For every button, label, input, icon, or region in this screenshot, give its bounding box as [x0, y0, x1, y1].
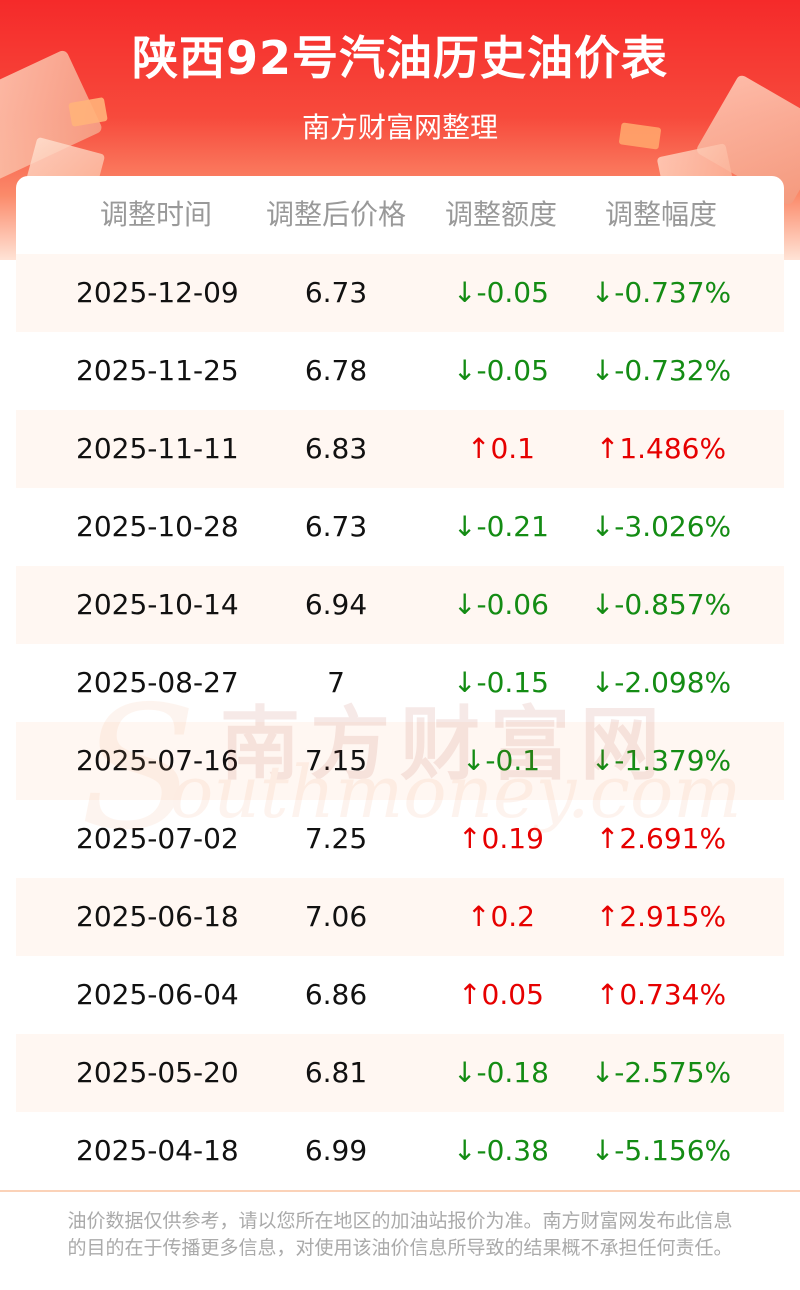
cell-amount: ↓-0.06 — [453, 588, 549, 621]
table-row: 2025-08-27 7 ↓-0.15 ↓-2.098% — [16, 644, 784, 722]
cell-date: 2025-07-16 — [76, 744, 239, 777]
cell-amount: ↑0.19 — [458, 822, 544, 855]
cell-percent: ↑0.734% — [595, 978, 727, 1011]
cell-date: 2025-06-04 — [76, 978, 239, 1011]
cell-amount: ↑0.2 — [467, 900, 535, 933]
cell-date: 2025-11-11 — [76, 432, 239, 465]
cell-price: 7.06 — [304, 900, 368, 933]
cell-percent: ↑1.486% — [595, 432, 727, 465]
table-row: 2025-11-11 6.83 ↑0.1 ↑1.486% — [16, 410, 784, 488]
cell-price: 7.25 — [304, 822, 368, 855]
table-row: 2025-11-25 6.78 ↓-0.05 ↓-0.732% — [16, 332, 784, 410]
table-row: 2025-05-20 6.81 ↓-0.18 ↓-2.575% — [16, 1034, 784, 1112]
cell-amount: ↓-0.38 — [453, 1134, 549, 1167]
cell-percent: ↓-0.857% — [590, 588, 732, 621]
cell-date: 2025-06-18 — [76, 900, 239, 933]
column-header-amount: 调整额度 — [444, 198, 557, 231]
cell-price: 7 — [327, 666, 345, 699]
page-title: 陕西92号汽油历史油价表 — [131, 31, 668, 85]
footer-divider — [0, 1190, 800, 1192]
cell-date: 2025-05-20 — [76, 1056, 239, 1089]
cell-date: 2025-11-25 — [76, 354, 239, 387]
table-row: 2025-12-09 6.73 ↓-0.05 ↓-0.737% — [16, 254, 784, 332]
cell-amount: ↓-0.18 — [453, 1056, 549, 1089]
cell-percent: ↓-1.379% — [590, 744, 732, 777]
cell-percent: ↑2.915% — [595, 900, 727, 933]
cell-amount: ↓-0.05 — [453, 276, 549, 309]
cell-amount: ↑0.05 — [458, 978, 544, 1011]
column-header-date: 调整时间 — [99, 198, 212, 231]
table-row: 2025-10-28 6.73 ↓-0.21 ↓-3.026% — [16, 488, 784, 566]
cell-percent: ↑2.691% — [595, 822, 727, 855]
cell-amount: ↓-0.15 — [453, 666, 549, 699]
cell-date: 2025-12-09 — [76, 276, 239, 309]
cell-date: 2025-07-02 — [76, 822, 239, 855]
cell-price: 6.86 — [304, 978, 368, 1011]
cell-amount: ↓-0.21 — [453, 510, 549, 543]
cell-price: 6.73 — [304, 510, 368, 543]
cell-percent: ↓-2.575% — [590, 1056, 732, 1089]
cell-amount: ↓-0.05 — [453, 354, 549, 387]
column-header-percent: 调整幅度 — [604, 198, 717, 231]
table-row: 2025-04-18 6.99 ↓-0.38 ↓-5.156% — [16, 1112, 784, 1190]
price-table-card: 调整时间 调整后价格 调整额度 调整幅度 2025-12-09 6.73 ↓-0.0… — [16, 176, 784, 1190]
cell-percent: ↓-0.737% — [590, 276, 732, 309]
cell-price: 6.99 — [304, 1134, 368, 1167]
cell-price: 7.15 — [304, 744, 368, 777]
cell-percent: ↓-5.156% — [590, 1134, 732, 1167]
cell-price: 6.81 — [304, 1056, 368, 1089]
footer-disclaimer: 油价数据仅供参考，请以您所在地区的加油站报价为准。南方财富网发布此信息的目的在于… — [67, 1210, 733, 1259]
cell-amount: ↓-0.1 — [461, 744, 541, 777]
cell-percent: ↓-2.098% — [590, 666, 732, 699]
cell-price: 6.83 — [304, 432, 368, 465]
cell-price: 6.78 — [304, 354, 368, 387]
cell-date: 2025-10-28 — [76, 510, 239, 543]
cell-amount: ↑0.1 — [467, 432, 535, 465]
table-row: 2025-07-02 7.25 ↑0.19 ↑2.691% — [16, 800, 784, 878]
cell-date: 2025-04-18 — [76, 1134, 239, 1167]
cell-percent: ↓-3.026% — [590, 510, 732, 543]
cell-date: 2025-10-14 — [76, 588, 239, 621]
table-row: 2025-10-14 6.94 ↓-0.06 ↓-0.857% — [16, 566, 784, 644]
cell-percent: ↓-0.732% — [590, 354, 732, 387]
cell-price: 6.94 — [304, 588, 368, 621]
table-header: 调整时间 调整后价格 调整额度 调整幅度 — [16, 176, 784, 254]
column-header-price: 调整后价格 — [265, 198, 406, 231]
table-row: 2025-07-16 7.15 ↓-0.1 ↓-1.379% — [16, 722, 784, 800]
cell-price: 6.73 — [304, 276, 368, 309]
table-row: 2025-06-04 6.86 ↑0.05 ↑0.734% — [16, 956, 784, 1034]
table-row: 2025-06-18 7.06 ↑0.2 ↑2.915% — [16, 878, 784, 956]
page-subtitle: 南方财富网整理 — [301, 111, 498, 144]
cell-date: 2025-08-27 — [76, 666, 239, 699]
